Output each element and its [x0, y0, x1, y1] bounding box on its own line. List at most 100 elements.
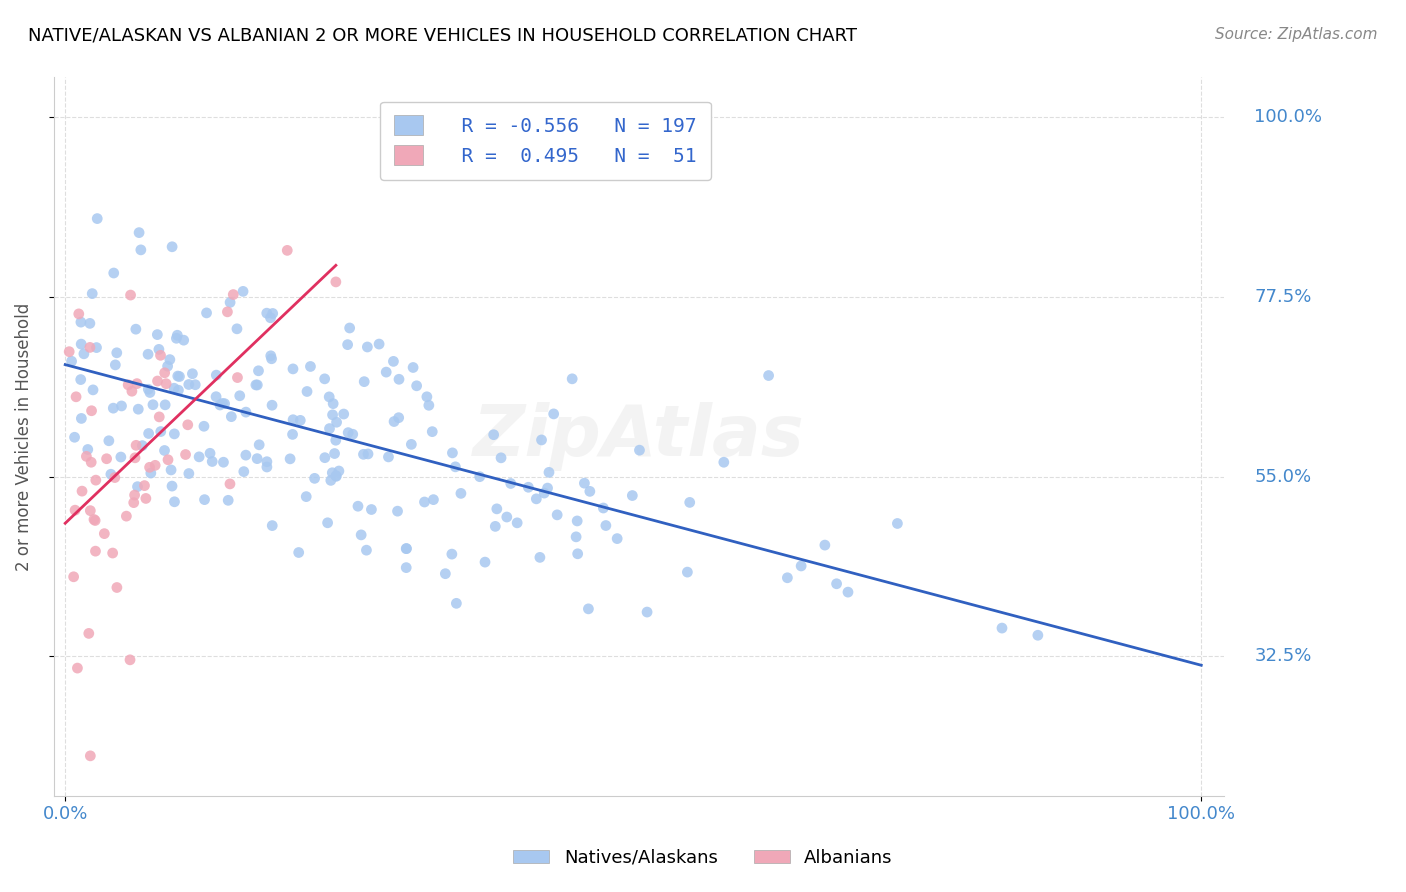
Point [153, 398, 176, 412]
Point [636, 605, 658, 619]
Point [506, 516, 529, 530]
Point [66, 661, 89, 675]
Point [117, 377, 139, 392]
Point [232, 465, 254, 479]
Point [163, 495, 186, 509]
Point [149, 425, 172, 439]
Point [446, 596, 468, 610]
Text: NATIVE/ALASKAN VS ALBANIAN 2 OR MORE VEHICLES IN HOUSEHOLD CORRELATION CHART: NATIVE/ALASKAN VS ALBANIAN 2 OR MORE VEH… [28, 27, 858, 45]
Text: 55.0%: 55.0% [1254, 467, 1312, 485]
Point [75, 450, 97, 464]
Point [214, 397, 236, 411]
Point [886, 516, 908, 531]
Point [375, 365, 398, 379]
Point [127, 480, 149, 494]
Point [295, 384, 318, 399]
Point [105, 581, 128, 595]
Point [567, 547, 589, 561]
Point [814, 538, 837, 552]
Point [325, 275, 347, 289]
Point [148, 343, 170, 357]
Point [79, 748, 101, 763]
Point [536, 481, 558, 495]
Point [262, 518, 284, 533]
Point [139, 466, 162, 480]
Point [174, 448, 197, 462]
Point [256, 306, 278, 320]
Point [537, 466, 560, 480]
Point [676, 565, 699, 579]
Point [776, 571, 799, 585]
Point [401, 437, 423, 451]
Point [304, 471, 326, 485]
Point [325, 468, 347, 483]
Point [120, 288, 142, 302]
Point [103, 266, 125, 280]
Point [83, 512, 105, 526]
Point [287, 545, 309, 559]
Point [245, 378, 267, 392]
Point [395, 541, 418, 556]
Point [139, 385, 162, 400]
Text: 32.5%: 32.5% [1254, 647, 1312, 665]
Point [125, 376, 148, 391]
Point [495, 510, 517, 524]
Point [679, 495, 702, 509]
Point [837, 585, 859, 599]
Point [259, 310, 281, 325]
Point [205, 390, 228, 404]
Point [325, 415, 347, 429]
Point [281, 413, 304, 427]
Point [166, 369, 188, 384]
Point [97, 434, 120, 448]
Point [80, 455, 103, 469]
Point [592, 501, 614, 516]
Text: 100.0%: 100.0% [1254, 108, 1322, 127]
Point [84, 544, 107, 558]
Point [100, 467, 122, 482]
Point [70, 315, 93, 329]
Point [328, 464, 350, 478]
Point [319, 474, 342, 488]
Point [104, 358, 127, 372]
Point [413, 495, 436, 509]
Point [357, 447, 380, 461]
Text: Source: ZipAtlas.com: Source: ZipAtlas.com [1215, 27, 1378, 42]
Point [138, 426, 160, 441]
Point [388, 372, 411, 386]
Point [63, 430, 86, 444]
Point [382, 354, 405, 368]
Point [135, 491, 157, 506]
Point [198, 446, 221, 460]
Point [235, 405, 257, 419]
Point [156, 452, 179, 467]
Point [125, 438, 148, 452]
Point [246, 451, 269, 466]
Point [260, 351, 283, 366]
Point [422, 492, 444, 507]
Point [77, 626, 100, 640]
Point [155, 376, 177, 391]
Point [713, 455, 735, 469]
Point [321, 466, 343, 480]
Point [441, 446, 464, 460]
Point [136, 382, 159, 396]
Point [122, 495, 145, 509]
Point [388, 410, 411, 425]
Point [165, 331, 187, 345]
Point [543, 407, 565, 421]
Point [219, 295, 242, 310]
Point [621, 489, 644, 503]
Point [499, 476, 522, 491]
Point [353, 375, 375, 389]
Point [825, 576, 848, 591]
Point [205, 368, 228, 383]
Text: ZipAtlas: ZipAtlas [472, 402, 804, 471]
Point [136, 347, 159, 361]
Point [73, 347, 96, 361]
Point [444, 459, 467, 474]
Point [62, 570, 84, 584]
Point [127, 402, 149, 417]
Point [368, 337, 391, 351]
Point [347, 500, 370, 514]
